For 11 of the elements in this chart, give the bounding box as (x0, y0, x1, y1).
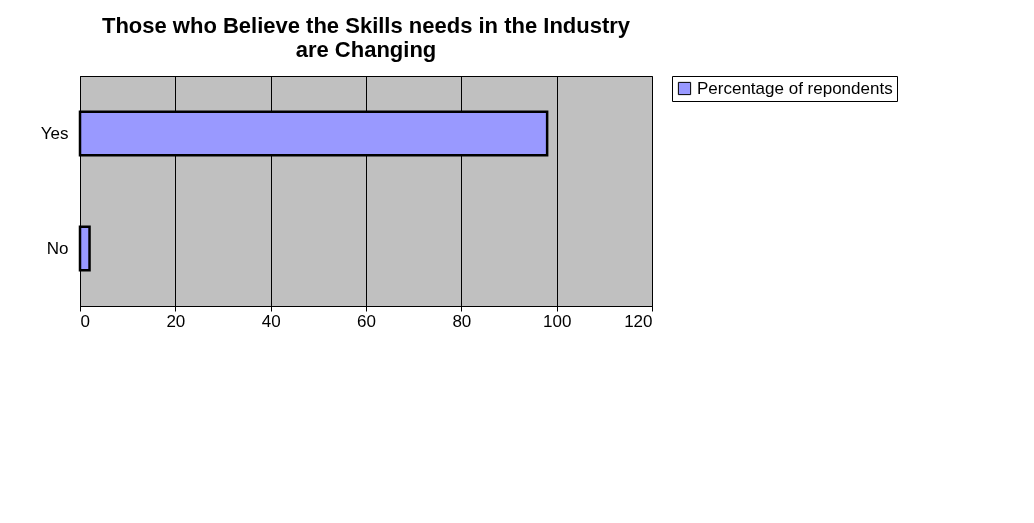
x-tick-label: 100 (542, 311, 572, 331)
x-tick-label: 80 (452, 311, 472, 331)
y-tick-label: No (46, 238, 69, 258)
chart-title: Those who Believe the Skills needs in the Industry are Changing (101, 12, 631, 62)
y-tick-label: Yes (40, 123, 69, 143)
x-tick-label: 0 (80, 311, 90, 331)
x-tick-label: 120 (624, 311, 653, 331)
x-tick-label: 60 (357, 311, 376, 331)
x-tick-label: 20 (166, 311, 186, 331)
legend-label: Percentage of repondents (697, 78, 893, 98)
x-tick-label: 40 (261, 311, 281, 331)
